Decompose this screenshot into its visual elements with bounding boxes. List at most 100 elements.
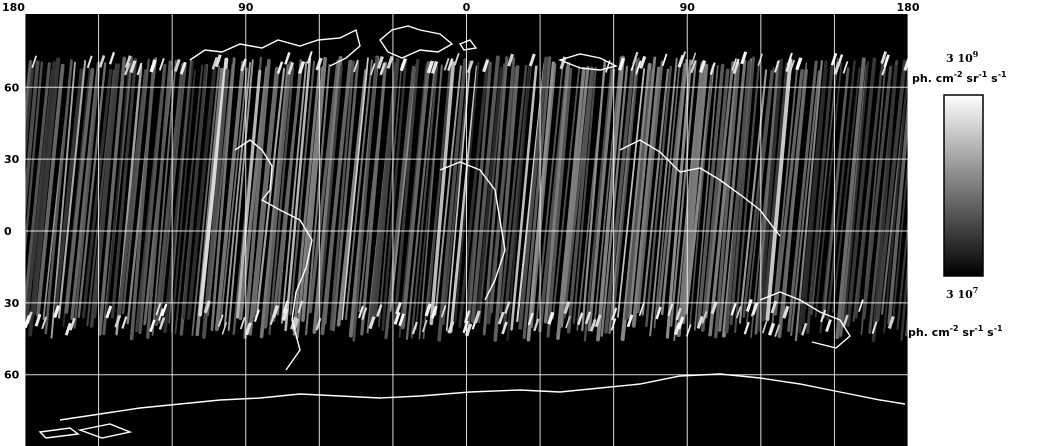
swath-edge (667, 303, 674, 317)
swath-edge (179, 61, 187, 75)
swath-edge (639, 55, 647, 69)
coastline-layer (38, 25, 906, 439)
swath-stripe (631, 66, 662, 328)
swath-stripe (914, 62, 937, 325)
swath-stripe (191, 65, 221, 336)
swath-edge (677, 316, 685, 330)
swath-stripe (138, 63, 167, 335)
swath-stripe (810, 57, 839, 316)
swath-edge (453, 52, 460, 66)
swath-stripe (158, 62, 187, 324)
swath-stripe (36, 63, 65, 317)
swath-stripe (332, 61, 360, 332)
swath-stripe (305, 63, 331, 336)
swath-stripe (210, 57, 236, 332)
swath-stripe (198, 57, 229, 317)
latitude-tick-label: 60 (4, 81, 20, 94)
swath-stripe (0, 61, 13, 317)
swath-stripe (289, 60, 316, 316)
swath-edge (41, 316, 48, 330)
swath-stripe (227, 59, 254, 331)
swath-edge (69, 317, 76, 331)
swath-edge (690, 52, 697, 65)
swath-edge (297, 60, 306, 75)
swath-edge (64, 322, 72, 336)
swath-edge (31, 55, 38, 69)
swath-stripe (843, 61, 870, 328)
swath-edge (240, 58, 247, 72)
swath-stripe (546, 67, 573, 338)
swath-edge (276, 61, 284, 75)
swath-edge (565, 315, 571, 329)
swath-edge (594, 314, 602, 328)
swath-edge (86, 55, 93, 69)
swath-stripe (268, 66, 295, 336)
swath-stripe (875, 59, 907, 323)
swath-stripe (276, 59, 302, 316)
swath-edge (533, 318, 540, 332)
swath-stripe (600, 65, 629, 337)
axis-tick-labels: 180 90 0 90 180 60 30 0 30 60 (2, 1, 920, 382)
swath-edge (761, 320, 768, 334)
swath-stripe (761, 62, 790, 322)
swath-stripe (168, 58, 192, 324)
swath-edge (584, 311, 592, 325)
swath-edge (124, 62, 131, 76)
colorbar-unit-bottom: ph. cm-2 sr-1 s-1 (908, 324, 1003, 339)
swath-stripe (738, 69, 768, 324)
swath-stripe (243, 59, 271, 340)
swath-edge (842, 61, 849, 74)
swath-stripe (0, 65, 17, 331)
swath-edge (411, 321, 418, 335)
swath-stripe (734, 62, 760, 334)
swath-edge (871, 321, 878, 334)
swath-stripe (806, 65, 834, 335)
swath-stripe (201, 68, 230, 339)
swath-stripe (259, 64, 291, 339)
coastline (59, 373, 906, 421)
swath-edge (661, 53, 668, 67)
swath-stripe (186, 66, 217, 320)
swath-edge (638, 303, 645, 316)
swath-edge (221, 322, 228, 335)
swath-stripe (745, 67, 775, 324)
swath-edge (677, 54, 685, 68)
swath-edge (801, 322, 808, 336)
swath-edge (399, 58, 407, 72)
swath-stripe (64, 67, 95, 314)
swath-edge (701, 311, 708, 324)
swath-edge (34, 313, 42, 327)
swath-stripe (73, 68, 101, 329)
swath-edge (820, 309, 827, 323)
swath-stripe (236, 69, 262, 319)
swath-stripe (846, 57, 877, 328)
coastline (189, 28, 361, 67)
coastline (557, 53, 619, 71)
swath-stripe (729, 56, 756, 326)
swath-stripe (174, 64, 204, 335)
swath-stripe (280, 61, 308, 324)
swath-stripe (794, 60, 823, 342)
swath-edge (98, 55, 106, 68)
swath-edge (443, 58, 450, 71)
swath-edge (463, 310, 471, 324)
swath-stripe (292, 66, 321, 336)
swath-edge (626, 314, 634, 328)
swath-stripe (86, 69, 116, 327)
swath-edge (121, 316, 128, 329)
coastline (379, 25, 454, 59)
swath-edge (731, 58, 737, 71)
swath-edge (880, 51, 888, 65)
swath-stripe (887, 92, 908, 325)
swath-stripe (442, 60, 471, 326)
swath-stripe (572, 66, 597, 324)
swath-edge (785, 59, 792, 72)
swath-stripe (714, 62, 741, 339)
swath-edge (698, 59, 707, 74)
swath-edge (774, 60, 780, 73)
swath-stripe (146, 60, 172, 339)
swath-edge (361, 307, 368, 320)
swath-stripe (360, 61, 388, 336)
swath-stripe (373, 57, 400, 319)
